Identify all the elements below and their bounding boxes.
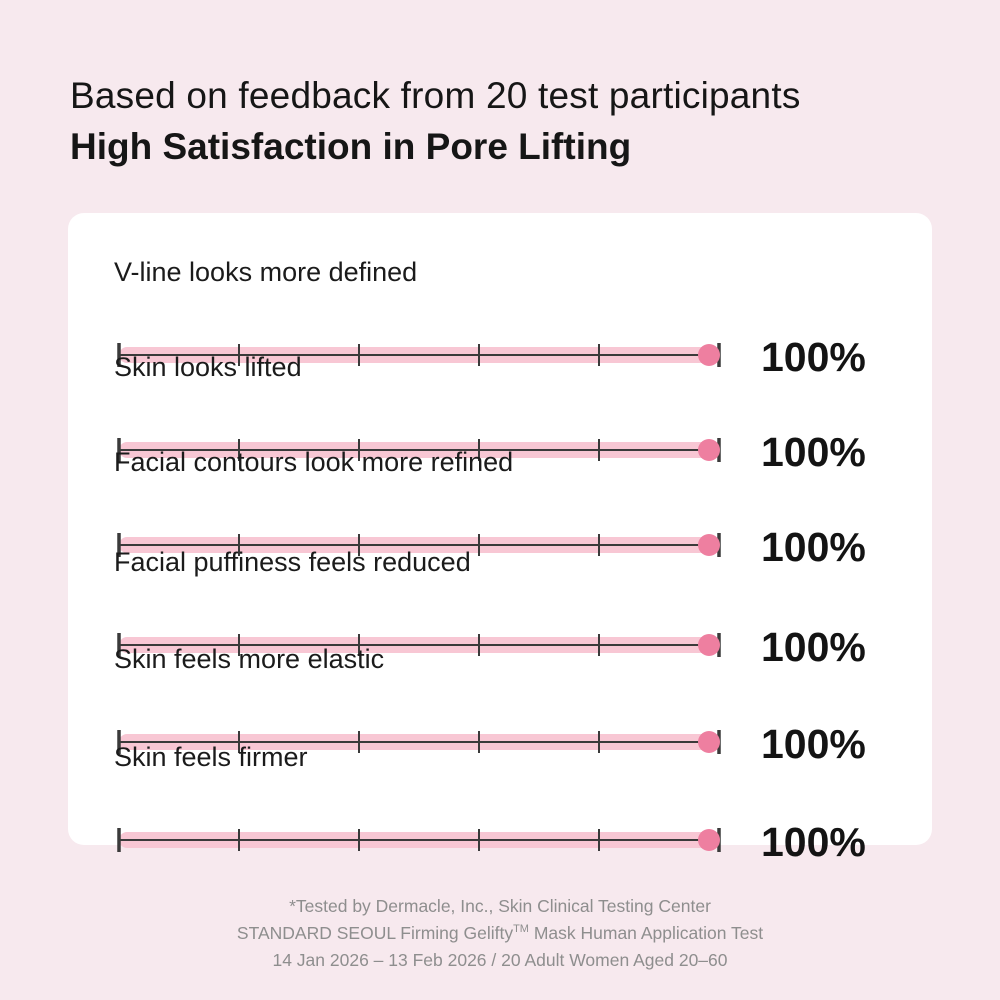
chart-row: Facial puffiness feels reduced 100% bbox=[68, 545, 932, 670]
bar-track bbox=[117, 828, 721, 852]
footnote: *Tested by Dermacle, Inc., Skin Clinical… bbox=[0, 893, 1000, 974]
category-label: V-line looks more defined bbox=[114, 257, 418, 287]
trademark-mark: TM bbox=[513, 923, 529, 936]
page-title: High Satisfaction in Pore Lifting bbox=[70, 126, 632, 167]
chart-card: V-line looks more defined 100% Skin looks … bbox=[68, 213, 932, 865]
value-label: 100% bbox=[761, 624, 866, 670]
footnote-line-2-text: STANDARD SEOUL Firming Gelifty bbox=[236, 923, 514, 943]
bar-track bbox=[117, 438, 721, 462]
category-label: Facial puffiness feels reduced bbox=[114, 547, 471, 577]
bar-track bbox=[117, 533, 721, 557]
value-marker bbox=[698, 439, 720, 461]
chart-row: Skin feels more elastic 100% bbox=[68, 642, 932, 767]
category-label: Facial contours look more refined bbox=[114, 447, 514, 477]
category-label: Skin feels more elastic bbox=[114, 644, 385, 674]
footnote-line-1: *Tested by Dermacle, Inc., Skin Clinical… bbox=[289, 896, 711, 916]
value-label: 100% bbox=[761, 721, 866, 767]
subtitle: Based on feedback from 20 test participa… bbox=[70, 75, 801, 116]
chart-row: Facial contours look more refined 100% bbox=[68, 445, 932, 570]
value-marker bbox=[698, 344, 720, 366]
value-label: 100% bbox=[761, 429, 866, 475]
chart-row: Skin feels firmer 100% bbox=[68, 740, 932, 865]
footnote-line-2: STANDARD SEOUL Firming GeliftyTM Mask Hu… bbox=[0, 920, 1000, 947]
value-label: 100% bbox=[761, 524, 866, 570]
footnote-line-2-suffix: Mask Human Application Test bbox=[528, 923, 764, 943]
chart-row: V-line looks more defined 100% bbox=[68, 255, 932, 380]
value-marker bbox=[698, 534, 720, 556]
value-marker bbox=[698, 829, 720, 851]
footnote-line-3: 14 Jan 2026 – 13 Feb 2026 / 20 Adult Wom… bbox=[272, 950, 728, 970]
bar-track bbox=[117, 730, 721, 754]
category-label: Skin looks lifted bbox=[114, 352, 302, 382]
value-label: 100% bbox=[761, 334, 866, 380]
category-label: Skin feels firmer bbox=[114, 742, 308, 772]
chart-row: Skin looks lifted 100% bbox=[68, 350, 932, 475]
value-label: 100% bbox=[761, 819, 866, 865]
bar-track bbox=[117, 633, 721, 657]
header: Based on feedback from 20 test participa… bbox=[70, 72, 950, 174]
bar-track bbox=[117, 343, 721, 367]
value-marker bbox=[698, 634, 720, 656]
value-marker bbox=[698, 731, 720, 753]
